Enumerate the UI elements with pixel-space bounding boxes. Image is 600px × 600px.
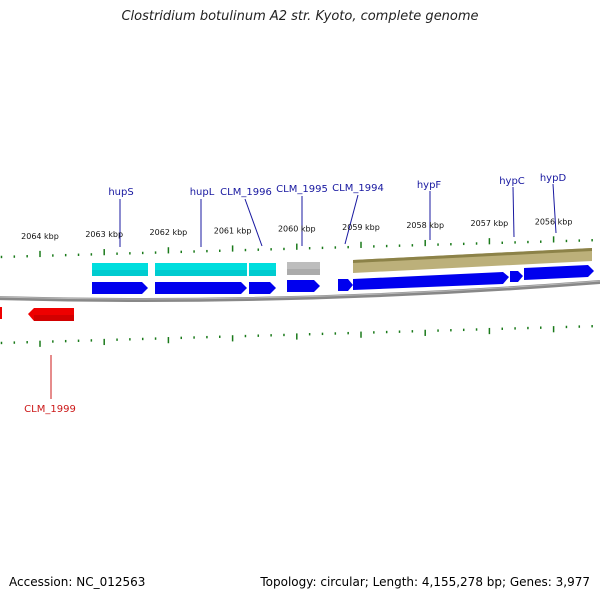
gene-label-hupL: hupL [190, 187, 215, 198]
cds-hypC [510, 271, 523, 282]
cds-CLM_1996 [249, 282, 276, 294]
cds-edge-partial [0, 307, 2, 319]
kbp-scale-labels: 2064 kbp 2063 kbp 2062 kbp 2061 kbp 2060 kbp… [21, 217, 572, 241]
gene-label-CLM_1996: CLM_1996 [220, 187, 272, 198]
upper-tick-marks [0, 236, 593, 259]
kbp-label: 2056 kbp [535, 217, 573, 226]
gene-label-CLM_1994: CLM_1994 [332, 183, 384, 194]
genome-backbone-highlight [0, 280, 600, 300]
kbp-label: 2061 kbp [214, 226, 252, 235]
gene-label-hypF: hypF [417, 180, 442, 191]
cds-CLM_1999 [28, 308, 74, 321]
gene-label-hypD: hypD [540, 173, 567, 184]
gene-label-hypC: hypC [499, 176, 525, 187]
genome-title: Clostridium botulinum A2 str. Kyoto, com… [121, 9, 479, 24]
genome-backbone [0, 280, 600, 302]
operon-hyp [353, 248, 592, 273]
gene-hupL-shade [155, 270, 247, 276]
operon-hyp-edge [353, 248, 592, 263]
kbp-label: 2059 kbp [342, 223, 380, 232]
cds-hupL [155, 282, 247, 294]
gene-label-CLM_1995: CLM_1995 [276, 184, 328, 195]
cds-CLM_1999-shade [34, 315, 74, 321]
gene-label-leaders [119, 183, 557, 247]
cds-hupS [92, 282, 148, 294]
kbp-label: 2064 kbp [21, 232, 59, 241]
kbp-label: 2062 kbp [150, 228, 188, 237]
gene-label-hupS: hupS [108, 187, 133, 198]
kbp-label: 2063 kbp [85, 230, 123, 239]
cds-hypD [524, 265, 594, 280]
genome-summary-text: Topology: circular; Length: 4,155,278 bp… [260, 575, 590, 589]
cds-hypF [353, 272, 509, 290]
gene-CLM_1995-shade [287, 269, 320, 275]
gene-labels: hupS hupL CLM_1996 CLM_1995 CLM_1994 hypF hypC… [24, 173, 566, 415]
gene-CLM_1996-shade [249, 270, 276, 276]
cds-CLM_1994 [338, 279, 353, 291]
cds-CLM_1995 [287, 280, 320, 292]
gene-hupS-shade [92, 270, 148, 276]
kbp-label: 2060 kbp [278, 225, 316, 234]
kbp-label: 2057 kbp [471, 219, 509, 228]
accession-text: Accession: NC_012563 [9, 575, 146, 589]
kbp-label: 2058 kbp [406, 221, 444, 230]
lower-tick-marks [0, 325, 593, 347]
gene-label-CLM_1999: CLM_1999 [24, 404, 76, 415]
